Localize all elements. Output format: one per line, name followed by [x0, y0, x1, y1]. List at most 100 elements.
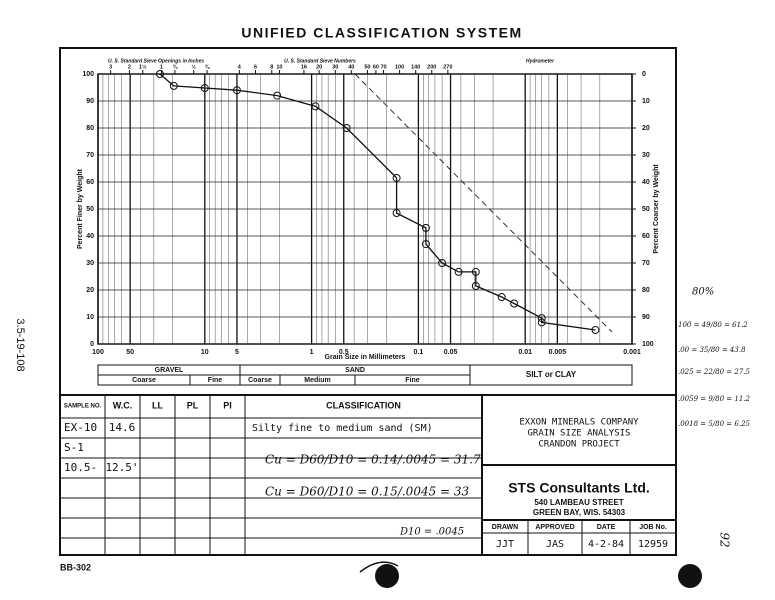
page-number: 92: [718, 532, 732, 547]
x-tick-label: 0.001: [623, 349, 641, 356]
company-line: CRANDON PROJECT: [538, 440, 620, 450]
y2-tick-label: 90: [642, 314, 650, 321]
y-tick-label: 30: [86, 260, 94, 267]
margin-note: 100 = 49/80 = 61.2: [678, 321, 748, 329]
gradation-cell: [469, 364, 633, 386]
data-point: [169, 81, 178, 90]
top-label: U. S. Standard Sieve Openings in Inches: [108, 58, 204, 64]
sieve-label: ½: [191, 63, 196, 70]
table-header: W.C.: [113, 400, 133, 410]
margin-note: .0059 = 9/80 = 11.2: [678, 395, 751, 403]
x-tick-label: 1: [310, 349, 314, 356]
handwritten-note: Cu = D60/D10 = 0.14/.0045 = 31.7: [265, 453, 481, 467]
gradation-part: Medium: [304, 377, 330, 384]
sieve-label: 1½: [139, 63, 147, 70]
sieve-label: 8: [270, 64, 273, 70]
y2-tick-label: 100: [642, 341, 654, 348]
margin-code: BB-302: [60, 562, 91, 572]
sieve-label: ¾: [173, 63, 178, 70]
consultant-name: STS Consultants Ltd.: [508, 480, 650, 496]
y-tick-label: 40: [86, 233, 94, 240]
wc-cell: 12.5': [105, 461, 138, 474]
wc-cell: 14.6: [109, 421, 136, 434]
gradation-part: Coarse: [248, 377, 272, 384]
margin-code: 3.5-19-108: [14, 318, 26, 371]
y2-tick-label: 20: [642, 125, 650, 132]
consultant-street: 540 LAMBEAU STREET: [534, 498, 623, 507]
x-tick-label: 0.5: [339, 349, 349, 356]
handwritten-note: D10 = .0045: [399, 527, 464, 538]
sieve-label: 70: [380, 64, 386, 70]
y2-tick-label: 50: [642, 206, 650, 213]
sieve-label: 270: [443, 64, 452, 70]
sieve-label: 140: [411, 64, 420, 70]
table-header: PI: [223, 400, 232, 410]
gradation-part: Fine: [208, 377, 222, 384]
signoff-header: APPROVED: [535, 524, 574, 531]
y2-tick-label: 60: [642, 233, 650, 240]
handwritten-note: Cu = D60/D10 = 0.15/.0045 = 33: [265, 485, 470, 499]
table-header: CLASSIFICATION: [326, 400, 401, 410]
y2-tick-label: 80: [642, 287, 650, 294]
gradation-name: GRAVEL: [155, 367, 184, 374]
margin-note: .0018 = 5/80 = 6.25: [678, 420, 751, 428]
gradation-name: SILT or CLAY: [526, 370, 577, 379]
x-tick-label: 100: [92, 349, 104, 356]
y2-tick-label: 10: [642, 98, 650, 105]
signoff-header: JOB No.: [639, 524, 667, 531]
data-point: [510, 299, 519, 308]
consultant-city: GREEN BAY, WIS. 54303: [533, 508, 626, 517]
data-point: [591, 325, 600, 334]
sieve-label: 200: [427, 64, 436, 70]
data-point: [454, 267, 463, 276]
sieve-label: 16: [301, 64, 307, 70]
top-label: U. S. Standard Sieve Numbers: [284, 58, 356, 64]
top-label: Hydrometer: [526, 58, 555, 64]
y2-axis-label: Percent Coarser by Weight: [653, 164, 660, 254]
x-tick-label: 0.01: [518, 349, 532, 356]
punch-hole: [375, 564, 399, 588]
y2-tick-label: 70: [642, 260, 650, 267]
data-point: [232, 86, 241, 95]
signoff-value: 4-2-84: [588, 539, 624, 550]
x-tick-label: 10: [201, 349, 209, 356]
signoff-header: DATE: [597, 524, 616, 531]
sieve-label: 60: [373, 64, 379, 70]
sieve-label: 2: [128, 64, 131, 70]
margin-note: 80%: [692, 287, 714, 298]
y-tick-label: 0: [90, 341, 94, 348]
signoff-header: DRAWN: [492, 524, 518, 531]
data-point: [537, 314, 546, 323]
data-point: [438, 259, 447, 267]
x-tick-label: 0.05: [444, 349, 458, 356]
data-point: [471, 267, 480, 276]
data-point: [311, 102, 320, 111]
signoff-value: JAS: [546, 539, 564, 550]
data-point: [273, 91, 282, 100]
data-point: [421, 223, 430, 232]
sieve-label: 40: [348, 64, 354, 70]
table-header: PL: [187, 400, 199, 410]
data-point: [537, 318, 546, 327]
signoff-value: JJT: [496, 539, 514, 550]
data-point: [392, 173, 401, 182]
gradation-part: Coarse: [132, 377, 156, 384]
y2-tick-label: 40: [642, 179, 650, 186]
data-point: [471, 281, 480, 290]
sieve-label: 6: [254, 64, 257, 70]
sieve-label: 1: [160, 64, 163, 70]
x-axis-label: Grain Size in Millimeters: [325, 354, 406, 361]
sieve-label: 3: [109, 64, 112, 70]
y-tick-label: 100: [82, 71, 94, 78]
company-line: EXXON MINERALS COMPANY: [519, 418, 639, 428]
y-tick-label: 20: [86, 287, 94, 294]
sieve-label: 20: [316, 64, 322, 70]
y-tick-label: 90: [86, 98, 94, 105]
gradation-part: Fine: [405, 377, 419, 384]
signoff-value: 12959: [638, 539, 668, 550]
sample-cell: EX-10: [64, 421, 97, 434]
sieve-label: 10: [276, 64, 282, 70]
smudge: [359, 561, 399, 573]
data-point: [421, 240, 430, 249]
x-tick-label: 5: [235, 349, 239, 356]
